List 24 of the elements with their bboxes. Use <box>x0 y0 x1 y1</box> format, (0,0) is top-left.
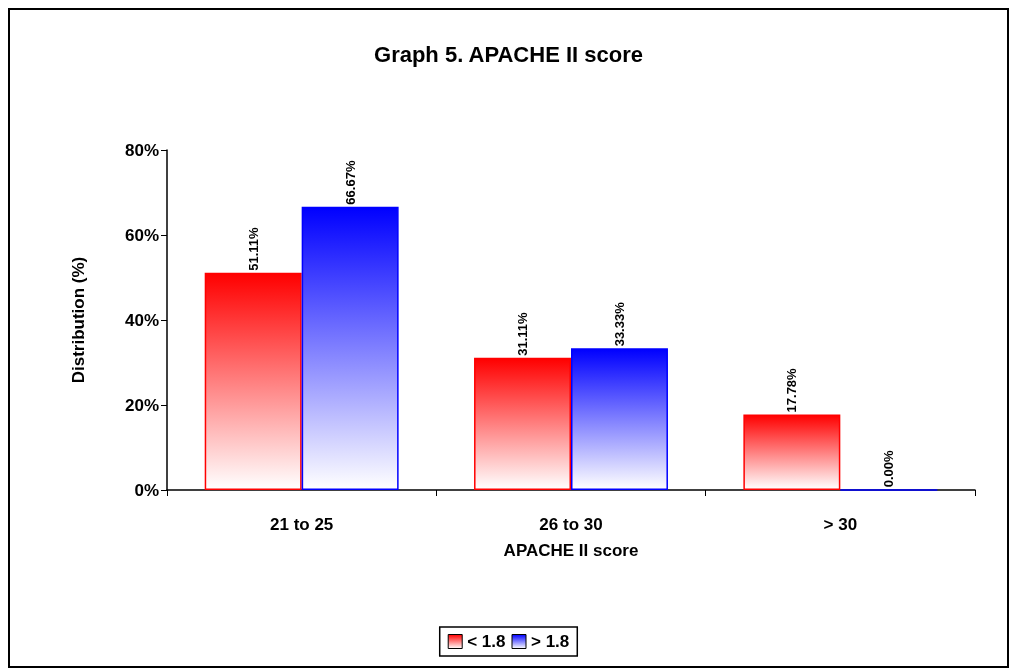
data-label: 51.11% <box>245 226 261 271</box>
y-tick-label: 20% <box>124 395 159 415</box>
y-tick-label: 80% <box>124 140 159 160</box>
y-axis-title: Distribution (%) <box>69 256 88 384</box>
data-label: 33.33% <box>611 301 627 347</box>
legend-label: > 1.8 <box>531 632 570 651</box>
bar <box>474 357 571 490</box>
x-tick-label: > 30 <box>823 515 858 534</box>
bar <box>743 414 841 490</box>
y-tick-label: 40% <box>124 310 159 330</box>
bar <box>204 272 302 490</box>
bar <box>301 206 399 490</box>
x-axis-title: APACHE II score <box>503 541 639 560</box>
bar <box>571 348 668 490</box>
chart-title: Graph 5. APACHE II score <box>374 41 643 67</box>
x-tick-label: 21 to 25 <box>270 515 334 534</box>
data-label: 17.78% <box>784 367 800 413</box>
legend-label: < 1.8 <box>467 632 506 651</box>
data-label: 0.00% <box>881 449 897 488</box>
data-label: 66.67% <box>342 160 358 205</box>
x-tick-label: 26 to 30 <box>539 515 603 534</box>
data-label: 31.11% <box>515 311 531 356</box>
y-tick-label: 0% <box>134 480 159 500</box>
y-tick-label: 60% <box>124 225 159 245</box>
